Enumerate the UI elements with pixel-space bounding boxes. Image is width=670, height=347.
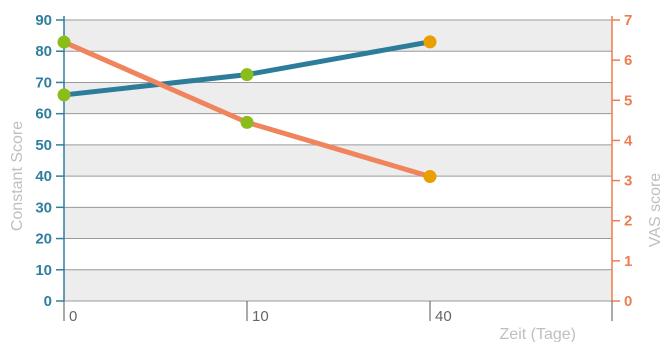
left-axis-tick-label: 40 [35, 168, 52, 185]
left-axis-tick-label: 70 [35, 74, 52, 91]
x-axis-tick-label: 10 [252, 308, 269, 325]
plot-band [64, 176, 612, 208]
right-axis-tick-label: 2 [624, 213, 632, 230]
x-axis-title: Zeit (Tage) [500, 326, 576, 342]
right-axis-tick-label: 5 [624, 92, 632, 109]
series-point-left [57, 88, 71, 102]
plot-band [64, 82, 612, 114]
series-point-left [423, 35, 437, 49]
plot-band [64, 238, 612, 270]
plot-band [64, 20, 612, 52]
plot-band [64, 113, 612, 145]
left-axis-tick-label: 30 [35, 199, 52, 216]
left-axis-tick-label: 50 [35, 137, 52, 154]
left-axis-title: Constant Score [9, 121, 26, 231]
right-y-axis: 0 1 2 3 4 5 6 7 [611, 12, 633, 310]
plot-band [64, 269, 612, 301]
x-axis: 0 10 40 [63, 301, 613, 325]
right-axis-tick-label: 0 [624, 293, 632, 310]
left-axis-tick-label: 90 [35, 12, 52, 29]
right-axis-tick-label: 4 [624, 132, 633, 149]
gridlines [64, 19, 612, 302]
right-axis-title: VAS score [647, 173, 664, 248]
right-axis-tick-label: 3 [624, 173, 632, 190]
plot-band [64, 207, 612, 239]
x-axis-tick-label: 0 [69, 308, 77, 325]
left-axis-tick-label: 20 [35, 231, 52, 248]
left-axis-tick-label: 10 [35, 262, 52, 279]
left-axis-tick-label: 60 [35, 106, 52, 123]
x-axis-tick-label: 40 [435, 308, 452, 325]
series-points [57, 35, 437, 184]
series-point-right [240, 115, 254, 129]
series-point-right [57, 35, 71, 49]
right-axis-tick-label: 7 [624, 12, 632, 29]
right-axis-tick-label: 1 [624, 253, 632, 270]
right-axis-tick-label: 6 [624, 52, 632, 69]
left-axis-tick-label: 80 [35, 43, 52, 60]
left-axis-tick-label: 0 [44, 293, 52, 310]
left-y-axis: 0 10 20 30 40 50 60 70 80 90 [35, 12, 65, 310]
series-point-left [240, 68, 254, 82]
plot-background-bands [64, 20, 612, 301]
series-point-right [423, 170, 437, 184]
